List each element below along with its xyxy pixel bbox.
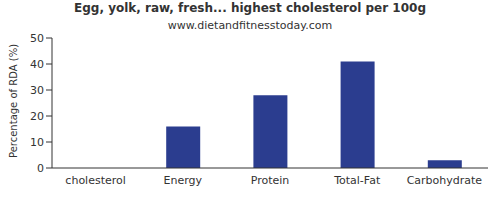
svg-text:Carbohydrate: Carbohydrate [407,174,483,187]
svg-text:Percentage of RDA (%): Percentage of RDA (%) [8,44,19,158]
svg-text:Protein: Protein [251,174,290,187]
svg-text:Energy: Energy [164,174,203,187]
svg-text:Total-Fat: Total-Fat [333,174,381,187]
svg-text:30: 30 [30,84,44,97]
svg-text:cholesterol: cholesterol [65,174,125,187]
html-text:Egg, yolk, raw, fresh... highe: Egg, yolk, raw, fresh... highest cholest… [74,1,426,15]
svg-text:40: 40 [30,58,44,71]
html-text:www.dietandfitnesstoday.com: www.dietandfitnesstoday.com [167,19,333,32]
svg-text:0: 0 [37,162,44,175]
svg-text:50: 50 [30,32,44,45]
svg-text:10: 10 [30,136,44,149]
svg-text:20: 20 [30,110,44,123]
